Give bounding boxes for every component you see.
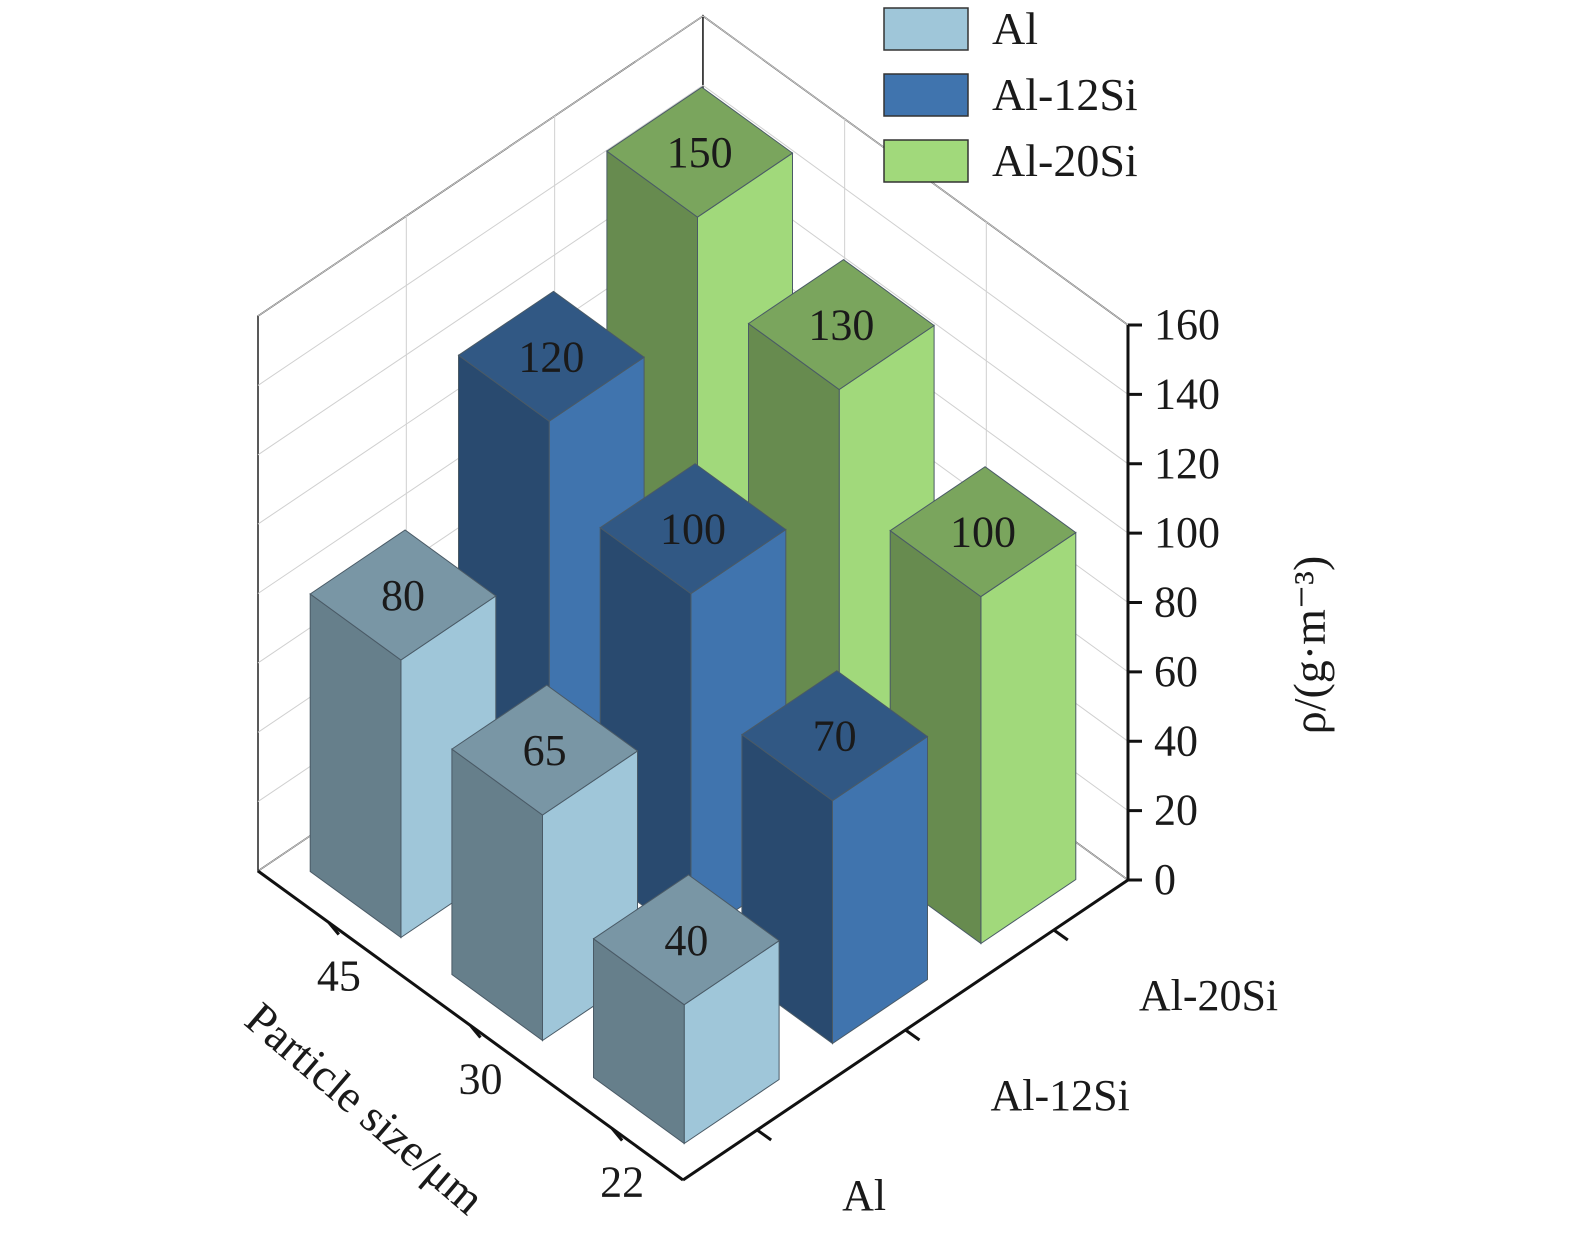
x-tick [327,921,340,936]
bar-Al-12Si-22: 70 [741,670,929,1045]
x-tick-label: 30 [458,1055,502,1104]
x-tick-label: 45 [317,952,361,1001]
bar-top-face [599,463,787,595]
z-tick-label: 20 [1154,786,1198,835]
legend-swatch [883,73,969,117]
z-tick-label: 60 [1154,647,1198,696]
bar-data-label: 130 [808,301,874,350]
x-tick [469,1024,482,1039]
bar-data-label: 100 [660,505,726,554]
bar-data-label: 70 [813,712,857,761]
chart-bars: 150 120 130 80 100 100 65 70 40 [309,86,1077,1145]
legend-label: Al-12Si [992,69,1138,120]
bar-data-label: 65 [523,726,567,775]
z-tick-label: 40 [1154,716,1198,765]
bar-Al-22: 40 [592,874,780,1145]
z-tick-label: 80 [1154,578,1198,627]
z-tick-label: 160 [1154,300,1220,349]
series-tick-label: Al-20Si [1139,971,1278,1020]
bar-left-face [980,531,1077,945]
z-tick-label: 140 [1154,369,1220,418]
bar-top-face [451,684,639,816]
bar-top-face [309,529,497,661]
x-tick-label: 22 [600,1158,644,1207]
bar-data-label: 150 [667,128,733,177]
series-tick-label: Al-12Si [990,1071,1129,1120]
bar-data-label: 40 [664,916,708,965]
bar-data-label: 100 [950,508,1016,557]
bar-top-face [606,86,794,218]
legend-label: Al-20Si [992,135,1138,186]
bar-data-label: 120 [518,332,584,381]
series-tick [1052,928,1069,942]
bar-top-face [457,290,645,422]
series-tick [904,1028,921,1042]
bar-top-face [747,258,935,391]
bar-data-label: 80 [381,571,425,620]
z-tick-label: 120 [1154,439,1220,488]
series-tick-label: Al [842,1171,886,1220]
z-tick-label: 100 [1154,508,1220,557]
x-tick [611,1127,624,1142]
bar-top-face [889,466,1077,598]
bar-Al-45: 80 [309,529,497,939]
legend-label: Al [992,3,1038,54]
bar-top-face [741,670,929,802]
x-axis-title: Particle size/μm [236,992,495,1224]
z-tick-label: 0 [1154,855,1176,904]
legend-swatch [883,139,969,183]
bar-top-face [592,874,780,1006]
chart-axes [257,323,1142,1182]
chart-legend: Al Al-12Si Al-20Si [883,3,1138,186]
legend-swatch [883,7,969,51]
chart-labels: 0 20 40 60 80 100 120 140 160 45 30 22 Al Al-12Si Al-2… [317,300,1278,1220]
z-axis-title: ρ/(g·m⁻³) [1284,556,1335,735]
series-tick [756,1128,773,1142]
